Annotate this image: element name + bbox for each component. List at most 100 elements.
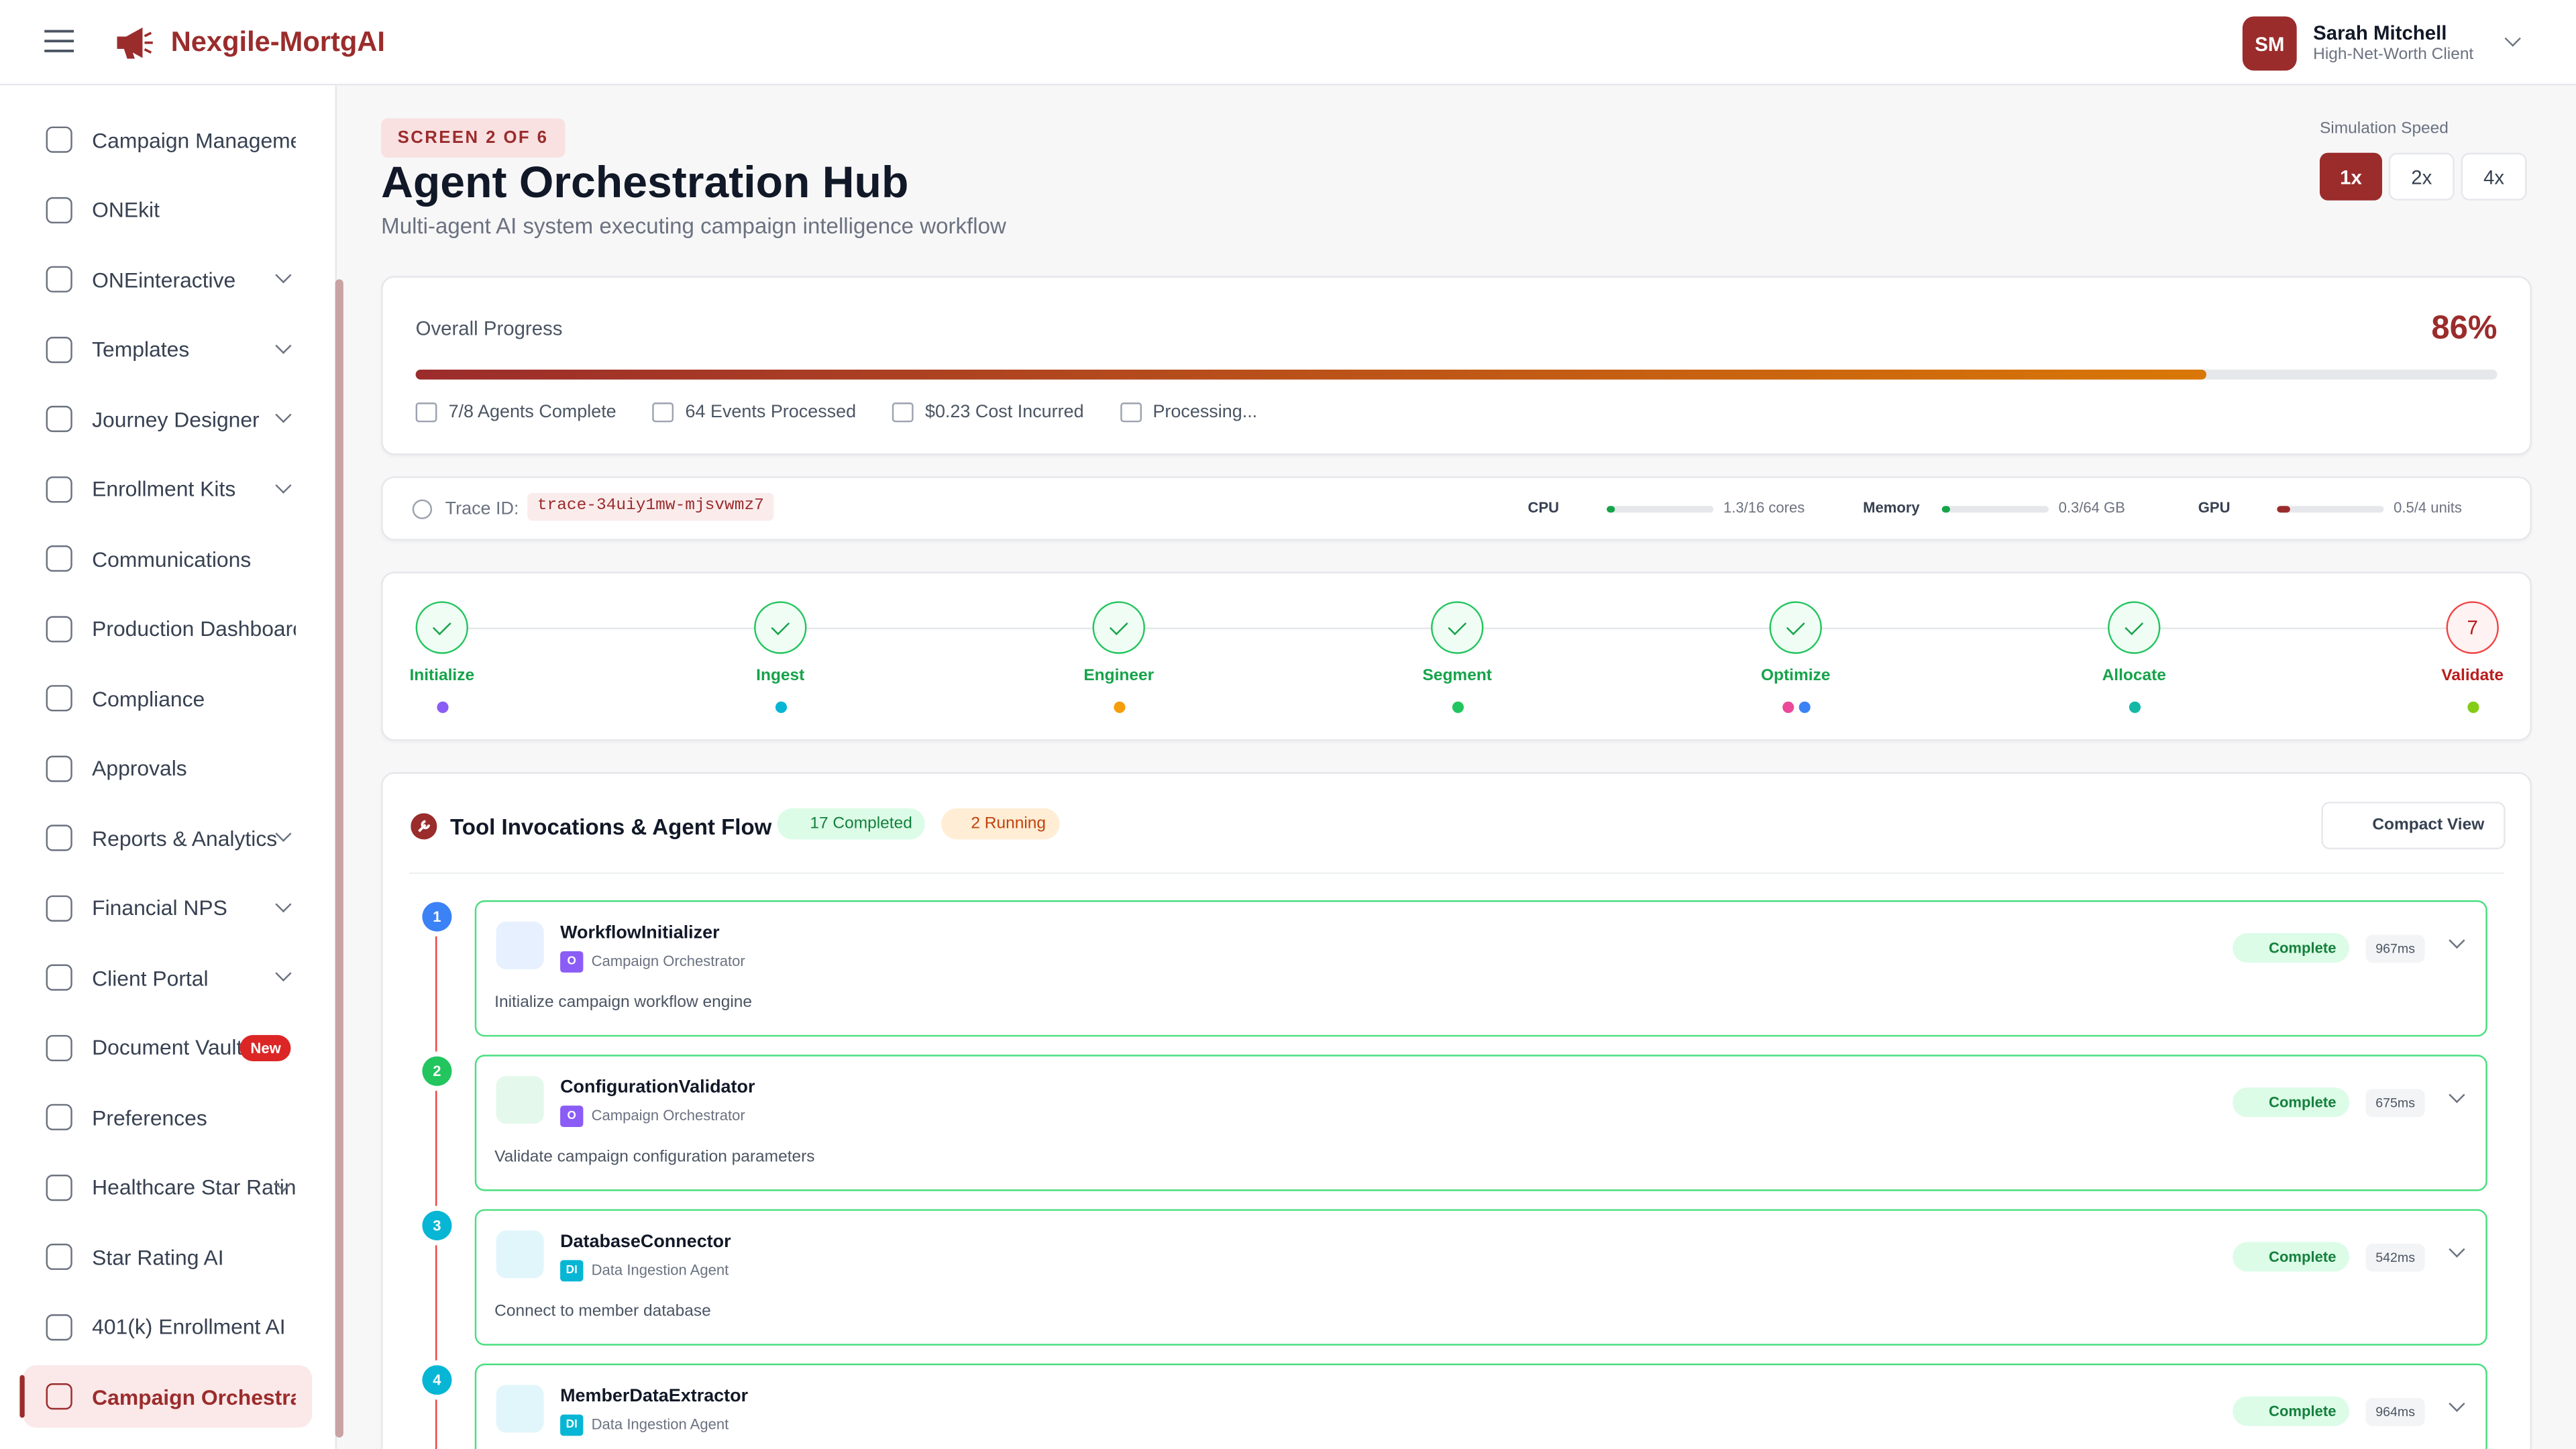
check-icon	[432, 615, 451, 635]
tool-card[interactable]: ConfigurationValidator O Campaign Orchestr…	[474, 1055, 2487, 1191]
nav-label: ONEinteractive	[92, 266, 236, 292]
progress-card: Overall Progress 86% 7/8 Agents Complete…	[381, 276, 2532, 455]
resource-name: CPU	[1527, 499, 1560, 516]
tool-card[interactable]: DatabaseConnector DI Data Ingestion Agent C…	[474, 1209, 2487, 1346]
resource-name: GPU	[2198, 499, 2231, 516]
nav-item[interactable]: ONEinteractive	[23, 248, 312, 311]
step-circle: 7	[2446, 601, 2499, 654]
nav-item[interactable]: Campaign Manageme	[23, 109, 312, 171]
step-label: Optimize	[1761, 667, 1831, 686]
step-number: 3	[422, 1210, 452, 1240]
nav-icon	[46, 1173, 72, 1200]
nav-label: Templates	[92, 337, 190, 362]
tool-card[interactable]: MemberDataExtractor DI Data Ingestion Agen…	[474, 1363, 2487, 1449]
active-indicator	[19, 1375, 25, 1418]
nav-icon	[46, 196, 72, 223]
user-menu-toggle[interactable]	[2504, 30, 2521, 47]
nav-item[interactable]: Compliance	[23, 667, 312, 729]
nav-label: Journey Designer	[92, 407, 260, 431]
nav-item[interactable]: Approvals	[23, 737, 312, 799]
menu-button[interactable]	[44, 30, 74, 52]
nav-item[interactable]: Production Dashboard	[23, 597, 312, 659]
check-icon	[771, 615, 790, 635]
stat-text: 7/8 Agents Complete	[448, 402, 616, 423]
page-title: Agent Orchestration Hub	[381, 158, 909, 207]
nav-icon	[46, 824, 72, 851]
nav-icon	[46, 335, 72, 363]
nav-item[interactable]: Campaign Orchestrator	[19, 1365, 313, 1428]
nav-item[interactable]: Communications	[23, 527, 312, 590]
brand-name: Nexgile-MortgAI	[170, 26, 385, 58]
check-icon	[1109, 615, 1128, 635]
screen-indicator: SCREEN 2 OF 6	[381, 118, 565, 158]
nav-label: Communications	[92, 546, 252, 572]
nav-item[interactable]: Star Rating AI	[23, 1226, 312, 1288]
tool-icon	[496, 1385, 544, 1433]
nav-icon	[46, 894, 72, 921]
nav-label: Healthcare Star Ratings	[92, 1175, 296, 1199]
nav-icon	[46, 964, 72, 991]
step-dot	[1782, 701, 1794, 713]
expand-toggle[interactable]	[2449, 1395, 2465, 1412]
progress-stat: 64 Events Processed	[652, 402, 856, 423]
nav-label: Financial NPS	[92, 895, 227, 920]
step-dot	[775, 701, 788, 713]
speed-option[interactable]: 2x	[2388, 152, 2455, 201]
nav-icon	[46, 126, 72, 153]
speed-option[interactable]: 4x	[2461, 152, 2527, 201]
resource-value: 1.3/16 cores	[1723, 499, 1805, 516]
nav-item[interactable]: Templates	[23, 318, 312, 380]
nav-item[interactable]: 401(k) Enrollment AI	[23, 1295, 312, 1358]
step-circle	[1769, 601, 1822, 654]
resource-track	[2277, 506, 2384, 513]
nav-icon	[46, 685, 72, 712]
nav-item[interactable]: Client Portal	[23, 947, 312, 1009]
nav-item[interactable]: ONEkit	[23, 178, 312, 241]
speed-options: 1x 2x 4x	[2319, 152, 2527, 201]
tool-description: Validate campaign configuration paramete…	[494, 1148, 815, 1167]
nav-icon	[46, 266, 72, 292]
compact-view-button[interactable]: Compact View	[2321, 802, 2506, 850]
step-number: 1	[422, 902, 452, 932]
resource-value: 0.5/4 units	[2394, 499, 2462, 516]
tools-card: Tool Invocations & Agent Flow 17 Complet…	[381, 772, 2532, 1449]
completed-badge: 17 Completed	[777, 808, 926, 840]
step-circle	[1092, 601, 1145, 654]
expand-toggle[interactable]	[2449, 1087, 2465, 1104]
nav-label: 401(k) Enrollment AI	[92, 1314, 286, 1339]
user-avatar[interactable]: SM	[2242, 16, 2297, 71]
status-badge: Complete	[2233, 1087, 2350, 1118]
tool-name: MemberDataExtractor	[560, 1386, 749, 1407]
expand-toggle[interactable]	[2449, 932, 2465, 949]
agent-initial: O	[560, 951, 584, 973]
tool-icon	[496, 1076, 544, 1124]
check-icon	[1448, 615, 1467, 635]
resource-value: 0.3/64 GB	[2058, 499, 2125, 516]
nav-item[interactable]: Financial NPS	[23, 877, 312, 939]
trace-icon	[412, 499, 433, 519]
tool-name: DatabaseConnector	[560, 1232, 731, 1252]
tool-card[interactable]: WorkflowInitializer O Campaign Orchestrato…	[474, 900, 2487, 1037]
step-number: 2	[422, 1056, 452, 1086]
status-badge: Complete	[2233, 1396, 2350, 1426]
speed-option[interactable]: 1x	[2319, 152, 2383, 201]
expand-toggle[interactable]	[2449, 1241, 2465, 1258]
top-bar: Nexgile-MortgAI SM Sarah Mitchell High-N…	[0, 0, 2576, 86]
nav-item[interactable]: Healthcare Star Ratings	[23, 1156, 312, 1218]
nav-icon	[46, 475, 72, 502]
nav-item[interactable]: Document Vault New	[23, 1016, 312, 1079]
nav-item[interactable]: Journey Designer	[23, 388, 312, 450]
agent-name: Data Ingestion Agent	[591, 1261, 729, 1279]
nav-item[interactable]: Enrollment Kits	[23, 458, 312, 520]
nav-label: ONEkit	[92, 197, 160, 222]
progress-stat: 7/8 Agents Complete	[415, 402, 616, 423]
nav-icon	[46, 755, 72, 782]
agent-name: Data Ingestion Agent	[591, 1416, 729, 1433]
nav-icon	[46, 615, 72, 642]
nav-item[interactable]: Reports & Analytics	[23, 806, 312, 869]
nav-label: Campaign Orchestrator	[92, 1384, 296, 1409]
agent-initial: DI	[560, 1260, 584, 1282]
tool-description: Connect to member database	[494, 1303, 711, 1321]
nav-item[interactable]: Preferences	[23, 1086, 312, 1148]
